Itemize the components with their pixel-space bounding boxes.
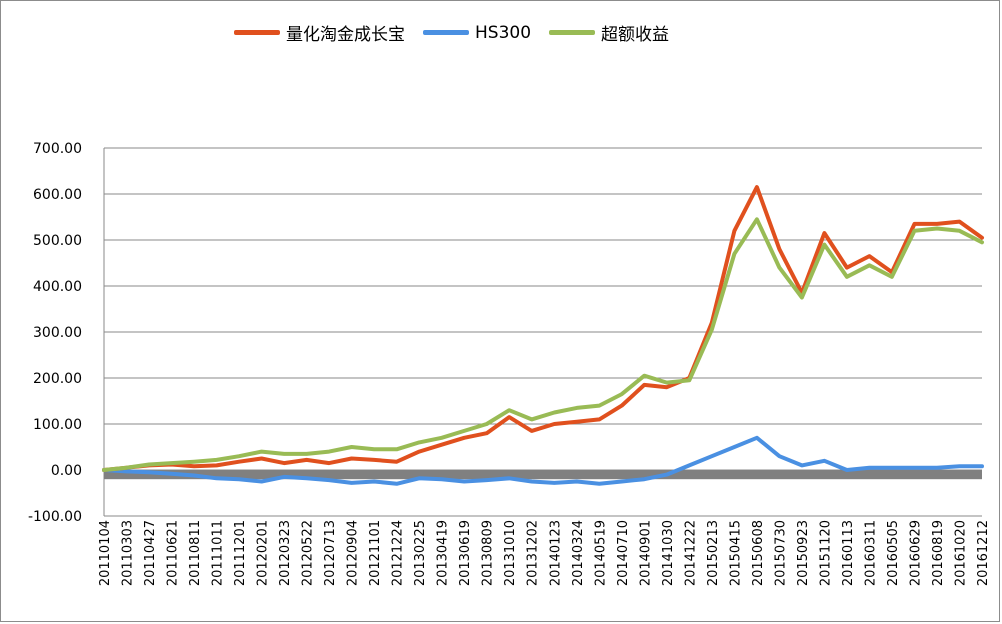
chart-legend: 量化淘金成长宝 HS300 超额收益 bbox=[234, 20, 669, 45]
x-tick-label-17: 20130809 bbox=[481, 520, 496, 586]
x-tick-label-38: 20161020 bbox=[953, 520, 968, 586]
legend-item-series-2: 超额收益 bbox=[549, 20, 669, 45]
x-tick-label-15: 20130419 bbox=[436, 520, 451, 586]
x-tick-label-37: 20160819 bbox=[931, 520, 946, 586]
legend-item-series-0: 量化淘金成长宝 bbox=[234, 20, 405, 45]
legend-label-0: 量化淘金成长宝 bbox=[286, 25, 405, 45]
x-tick-label-16: 20130619 bbox=[458, 520, 473, 586]
legend-item-series-1: HS300 bbox=[423, 23, 531, 43]
x-tick-label-27: 20150213 bbox=[706, 520, 721, 586]
x-tick-label-21: 20140324 bbox=[571, 520, 586, 586]
x-tick-label-24: 20140901 bbox=[638, 520, 653, 586]
x-tick-label-18: 20131010 bbox=[503, 520, 518, 586]
x-tick-label-35: 20160505 bbox=[886, 520, 901, 586]
y-tick-label-7: 600.00 bbox=[33, 187, 82, 203]
y-tick-label-8: 700.00 bbox=[33, 141, 82, 157]
y-tick-label-6: 500.00 bbox=[33, 233, 82, 249]
x-tick-label-12: 20121101 bbox=[368, 520, 383, 586]
x-tick-label-1: 20110303 bbox=[121, 520, 136, 586]
x-tick-label-5: 20111011 bbox=[211, 520, 226, 586]
y-tick-label-3: 200.00 bbox=[33, 371, 82, 387]
x-tick-label-23: 20140710 bbox=[616, 520, 631, 586]
legend-label-1: HS300 bbox=[475, 22, 532, 43]
x-tick-label-30: 20150730 bbox=[773, 520, 788, 586]
x-tick-label-32: 20151120 bbox=[818, 520, 833, 586]
x-tick-label-14: 20130225 bbox=[413, 520, 428, 586]
x-tick-label-28: 20150415 bbox=[728, 520, 743, 586]
x-tick-label-3: 20110621 bbox=[166, 520, 181, 586]
x-tick-label-33: 20160113 bbox=[841, 520, 856, 586]
x-tick-label-34: 20160311 bbox=[863, 520, 878, 586]
x-tick-label-10: 20120713 bbox=[323, 520, 338, 586]
series-line-1 bbox=[102, 435, 984, 486]
x-tick-label-7: 20120201 bbox=[256, 520, 271, 586]
x-tick-label-0: 20110104 bbox=[98, 520, 113, 586]
legend-swatch-1 bbox=[423, 30, 469, 35]
x-tick-label-9: 20120522 bbox=[301, 520, 316, 586]
legend-swatch-0 bbox=[234, 30, 280, 35]
x-tick-label-11: 20120904 bbox=[346, 520, 361, 586]
x-tick-label-19: 20131202 bbox=[526, 520, 541, 586]
x-tick-label-2: 20110427 bbox=[143, 520, 158, 586]
y-tick-label-4: 300.00 bbox=[33, 325, 82, 341]
zero-baseline-band bbox=[104, 470, 982, 480]
x-tick-label-8: 20120323 bbox=[278, 520, 293, 586]
x-tick-label-26: 20141222 bbox=[683, 520, 698, 586]
series-line-0 bbox=[102, 185, 984, 472]
y-tick-label-2: 100.00 bbox=[33, 417, 82, 433]
x-tick-label-39: 20161212 bbox=[976, 520, 991, 586]
x-tick-label-4: 20110811 bbox=[188, 520, 203, 586]
x-tick-label-20: 20140123 bbox=[548, 520, 563, 586]
y-tick-label-1: 0.00 bbox=[51, 463, 82, 479]
x-tick-label-6: 20111201 bbox=[233, 520, 248, 586]
legend-swatch-2 bbox=[549, 30, 596, 35]
x-tick-label-25: 20141030 bbox=[661, 520, 676, 586]
x-tick-label-36: 20160629 bbox=[908, 520, 923, 586]
x-tick-label-29: 20150608 bbox=[751, 520, 766, 586]
x-tick-label-22: 20140519 bbox=[593, 520, 608, 586]
y-tick-label-0: -100.00 bbox=[28, 509, 82, 525]
series-line-2 bbox=[102, 217, 984, 472]
legend-label-2: 超额收益 bbox=[601, 25, 670, 45]
x-tick-label-31: 20150923 bbox=[796, 520, 811, 586]
x-tick-label-13: 20121224 bbox=[391, 520, 406, 586]
y-tick-label-5: 400.00 bbox=[33, 279, 82, 295]
